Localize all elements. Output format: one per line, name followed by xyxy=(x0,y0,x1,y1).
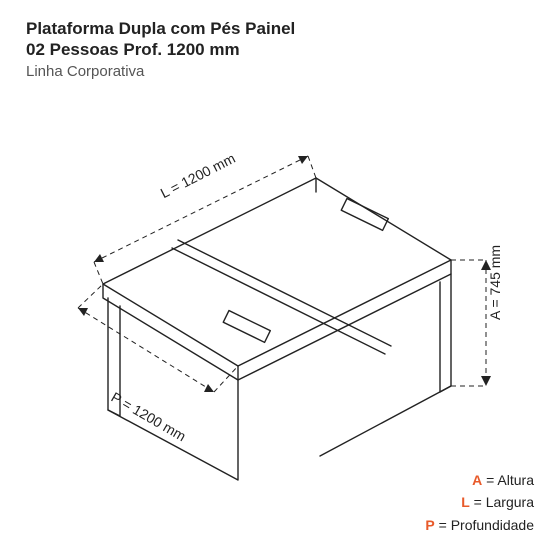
legend-key-a: A xyxy=(472,472,482,488)
legend-row-l: L = Largura xyxy=(425,491,534,513)
legend-key-p: P xyxy=(425,517,434,533)
legend-row-a: A = Altura xyxy=(425,469,534,491)
legend-row-p: P = Profundidade xyxy=(425,514,534,536)
legend-key-l: L xyxy=(461,494,470,510)
legend-val-l: Largura xyxy=(486,494,534,510)
dim-length-label: L = 1200 mm xyxy=(158,150,238,201)
legend-val-a: Altura xyxy=(497,472,534,488)
legend: A = Altura L = Largura P = Profundidade xyxy=(425,469,534,536)
dim-height-label: A = 745 mm xyxy=(487,245,503,320)
legend-val-p: Profundidade xyxy=(451,517,534,533)
